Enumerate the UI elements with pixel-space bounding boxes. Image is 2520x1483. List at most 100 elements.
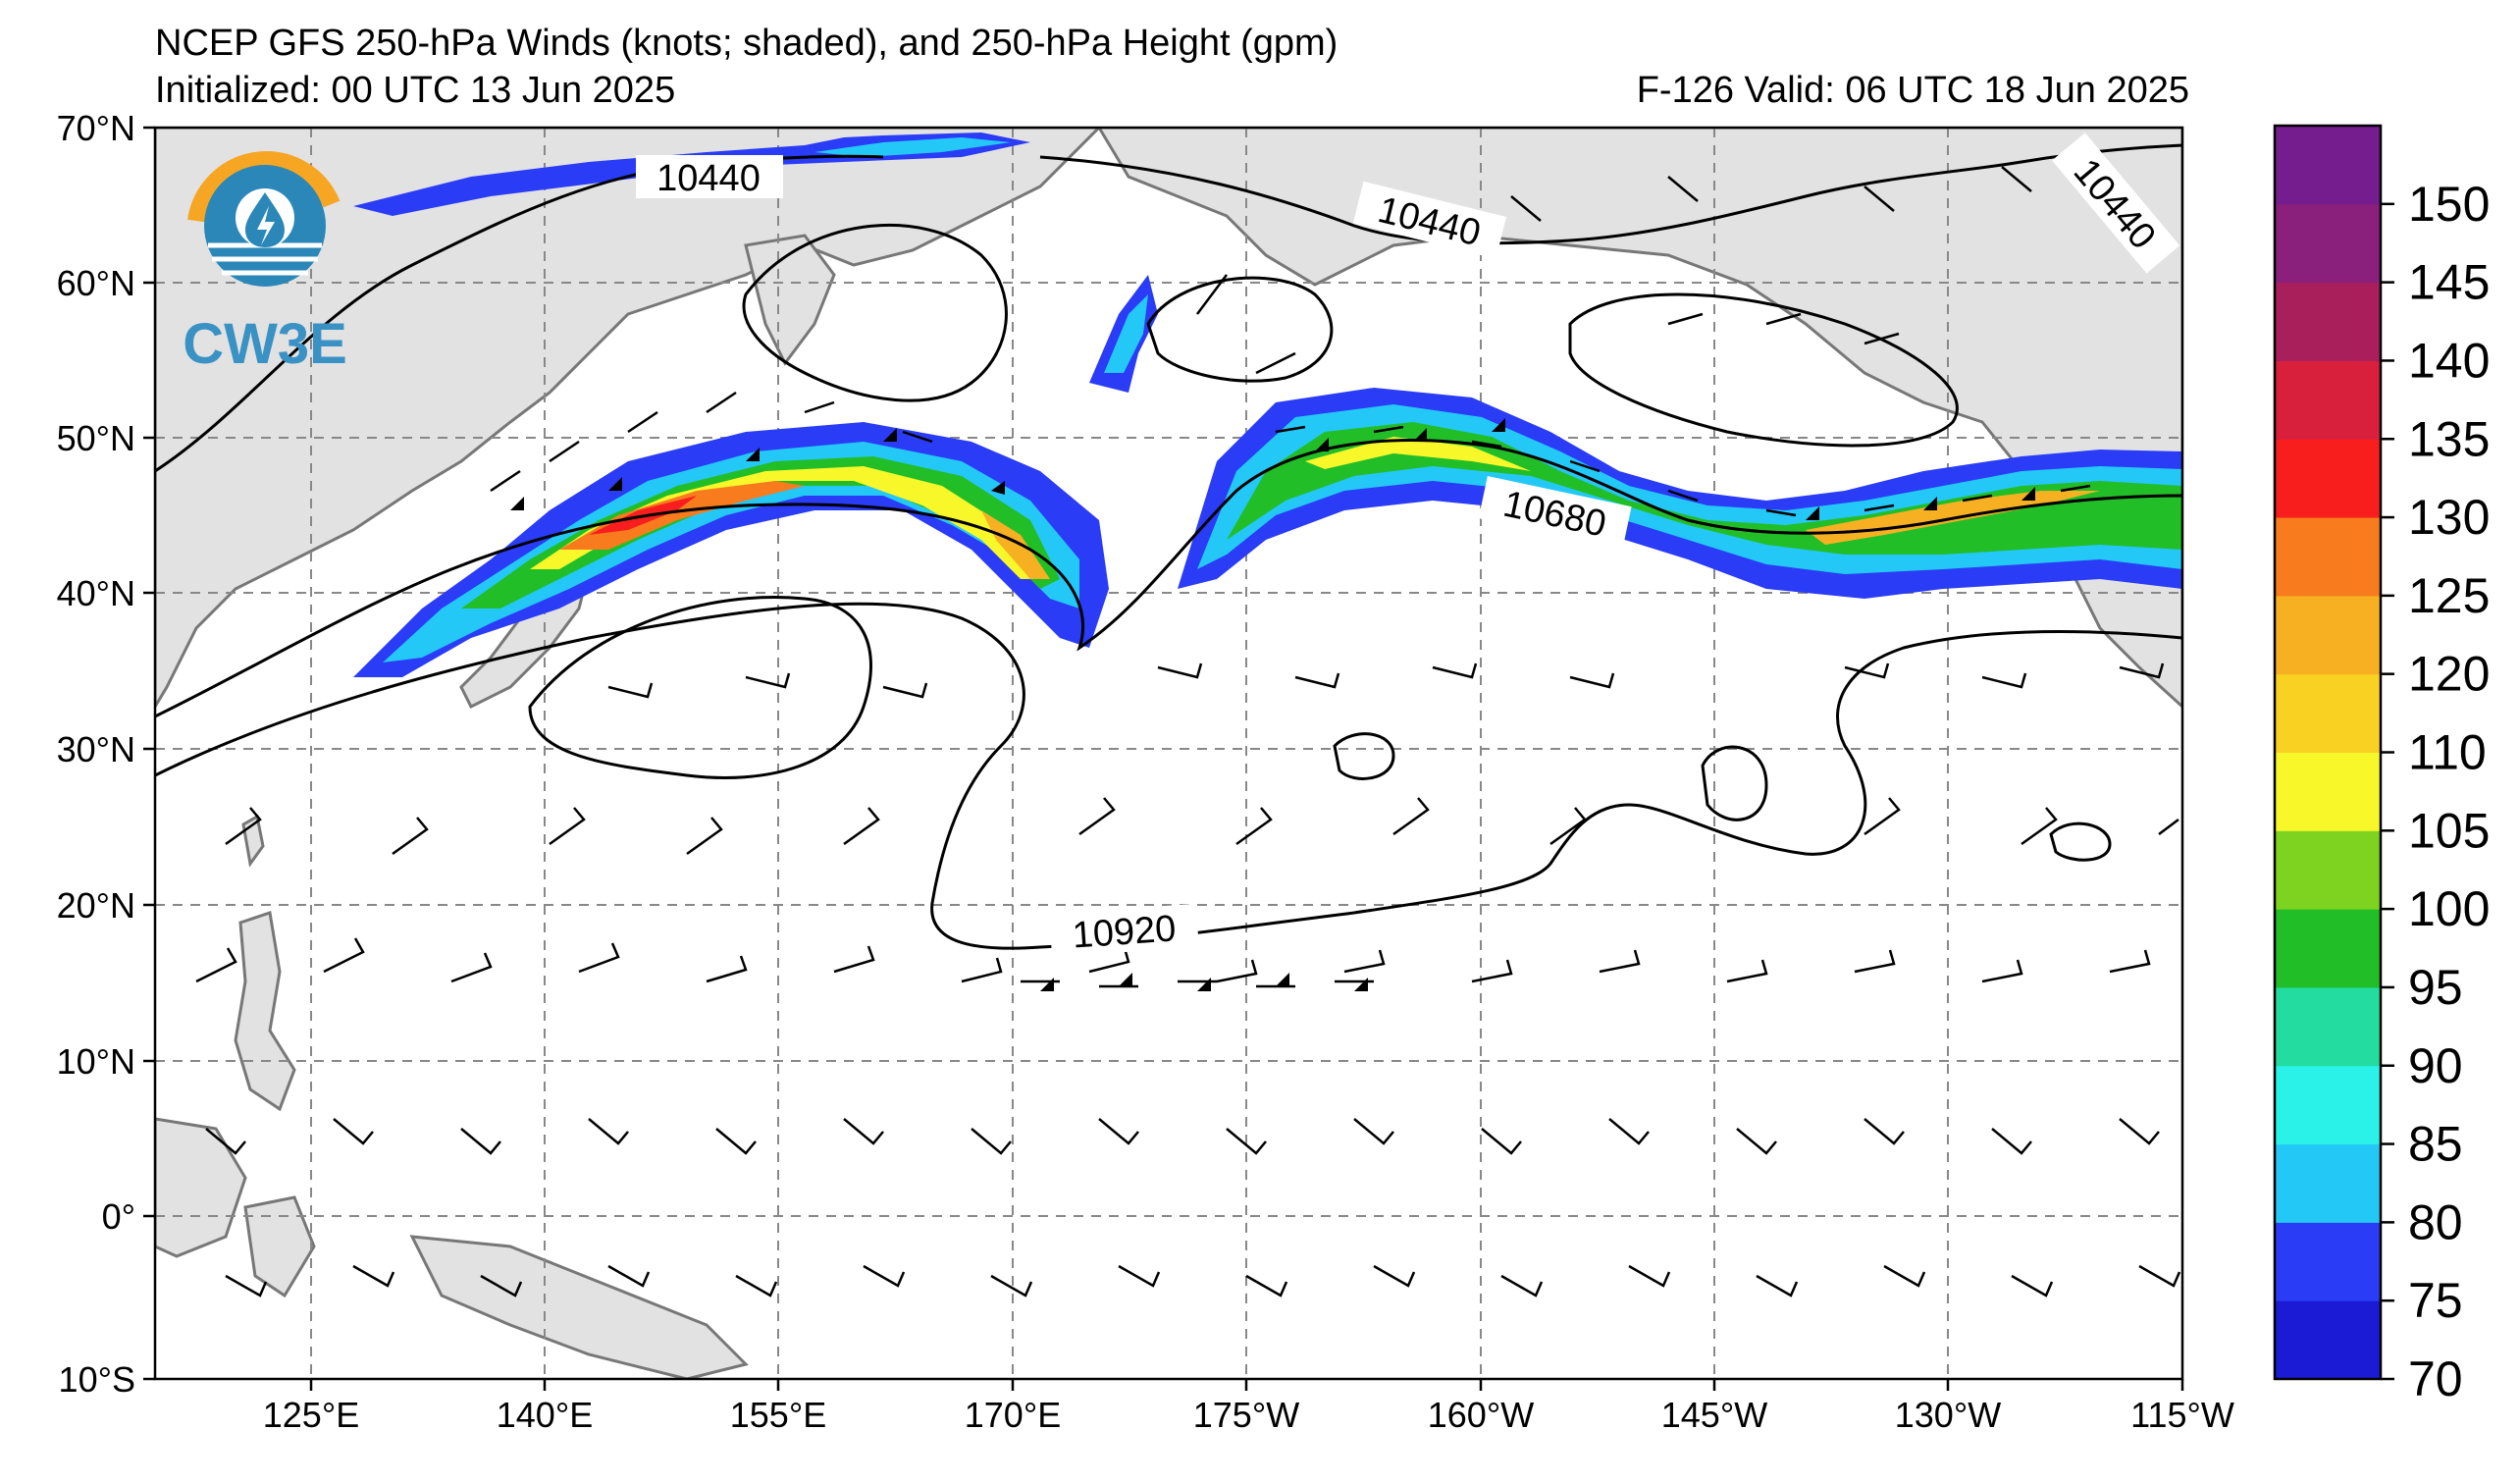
contour-low-gulf — [1568, 292, 1959, 448]
flag-7 — [1413, 428, 1427, 442]
flag-12 — [1040, 978, 1054, 991]
contour-small-1 — [1333, 732, 1395, 780]
initialized-time: Initialized: 00 UTC 13 Jun 2025 — [155, 70, 676, 111]
colorbar-segment — [2275, 282, 2381, 361]
valid-time: F-126 Valid: 06 UTC 18 Jun 2025 — [1636, 70, 2189, 111]
logo-ring — [187, 151, 341, 223]
colorbar-segment — [2275, 673, 2381, 753]
contour-label-bg-1 — [636, 155, 783, 198]
lon-labels: 125°E 140°E 155°E 170°E 175°W 160°W 145°… — [263, 1395, 2234, 1435]
contour-10440-east — [1039, 143, 2182, 245]
jet-west-orange — [559, 481, 805, 550]
lon-label: 155°E — [730, 1395, 826, 1435]
flag-11 — [2021, 487, 2035, 501]
colorbar-segment — [2275, 439, 2381, 518]
wind-barbs — [195, 166, 2181, 1298]
colorbar-segment — [2275, 203, 2381, 284]
colorbar-tick-label: 145 — [2408, 255, 2490, 310]
colorbar-segment — [2275, 1300, 2381, 1380]
jet-east-yellow — [1305, 437, 1531, 471]
lon-label: 170°E — [965, 1395, 1061, 1435]
lat-label: 40°N — [57, 573, 135, 613]
flag-3 — [746, 448, 760, 461]
colorbar-tick-label: 70 — [2408, 1351, 2463, 1406]
flag-2 — [608, 477, 622, 491]
jet-west-core2 — [981, 510, 1050, 579]
barb-row-1 — [195, 937, 2151, 983]
colorbar-segment — [2275, 752, 2381, 831]
colorbar-segment — [2275, 1143, 2381, 1223]
land-new-guinea — [409, 1235, 749, 1379]
lon-label: 140°E — [497, 1395, 593, 1435]
land-masses — [155, 128, 2182, 1379]
colorbar-tick-label: 110 — [2408, 725, 2487, 780]
contour-label-bg-2 — [1352, 181, 1507, 259]
colorbar-segment — [2275, 830, 2381, 910]
colorbar-tick-label: 125 — [2408, 568, 2490, 623]
colorbar-tick-label: 85 — [2408, 1117, 2463, 1172]
lightning-icon — [257, 206, 275, 245]
flag-6 — [1315, 438, 1329, 451]
lat-label: 30°N — [57, 729, 135, 769]
contour-label-bg-4 — [1478, 476, 1632, 550]
barb-row-7 — [1196, 166, 2032, 375]
contour-10440-west — [155, 154, 884, 473]
land-borneo — [155, 1117, 247, 1258]
jet-barb-flags — [510, 418, 2035, 991]
map-frame — [153, 126, 2184, 1381]
jet-arctic-cyan — [814, 137, 1011, 157]
lat-label: 20°N — [57, 885, 135, 926]
colorbar-tick-label: 80 — [2408, 1194, 2463, 1249]
lat-label: 70°N — [57, 108, 135, 148]
contour-small-2 — [1701, 745, 1768, 821]
colorbar-tick-label: 90 — [2408, 1038, 2463, 1093]
contour-small-3 — [2049, 821, 2112, 862]
colorbar-tick-label: 100 — [2408, 881, 2490, 936]
barb-row-2 — [205, 1118, 2160, 1155]
flag-15 — [1276, 973, 1289, 986]
barb-row-3 — [225, 1264, 2181, 1298]
flag-13 — [1119, 973, 1132, 986]
contour-low-west — [742, 223, 1008, 402]
land-asia — [155, 128, 1102, 710]
contour-10680 — [155, 439, 2182, 718]
colorbar-segment — [2275, 909, 2381, 988]
land-sulawesi — [243, 1195, 316, 1298]
flag-4 — [883, 428, 897, 442]
flag-16 — [1354, 978, 1368, 991]
contour-label-bg-3 — [2052, 132, 2180, 274]
contour-10920 — [155, 602, 2182, 950]
lon-axis — [309, 1379, 2184, 1391]
flag-14 — [1197, 978, 1211, 991]
colorbar-tick-label: 130 — [2408, 490, 2490, 545]
colorbar-tick-label: 150 — [2408, 177, 2490, 232]
lat-label: 10°N — [57, 1041, 135, 1082]
lon-label: 130°W — [1895, 1395, 2001, 1435]
contour-label-10440-west: 10440 — [656, 158, 761, 199]
contour-inner-high — [528, 595, 872, 779]
colorbar-tick-label: 120 — [2408, 647, 2490, 702]
colorbar-segment — [2275, 1065, 2381, 1145]
colorbar-segment — [2275, 1222, 2381, 1301]
colorbar-segment — [2275, 986, 2381, 1067]
colorbar — [2273, 124, 2383, 1381]
colorbar-labels: 70 75 80 85 90 95 100 105 110 120 125 130 135 140 145 1… — [2381, 177, 2490, 1406]
map-title: NCEP GFS 250-hPa Winds (knots; shaded), … — [155, 23, 1339, 64]
lon-label: 175°W — [1193, 1395, 1299, 1435]
flag-5 — [991, 481, 1005, 495]
colorbar-segment — [2275, 595, 2381, 675]
barb-row-8 — [490, 391, 2091, 517]
lon-label: 125°E — [263, 1395, 359, 1435]
colorbar-segment — [2275, 517, 2381, 597]
lat-label: 0° — [102, 1196, 135, 1237]
colorbar-tick-label: 135 — [2408, 411, 2490, 466]
flag-8 — [1492, 418, 1505, 432]
jet-aleutian-cyan — [1104, 294, 1148, 373]
lon-label: 115°W — [2130, 1395, 2234, 1435]
flag-9 — [1806, 506, 1819, 520]
logo-text: CW3E — [183, 312, 347, 376]
colorbar-segment — [2275, 126, 2381, 205]
height-contours — [155, 143, 2182, 950]
colorbar-segment — [2275, 360, 2381, 440]
